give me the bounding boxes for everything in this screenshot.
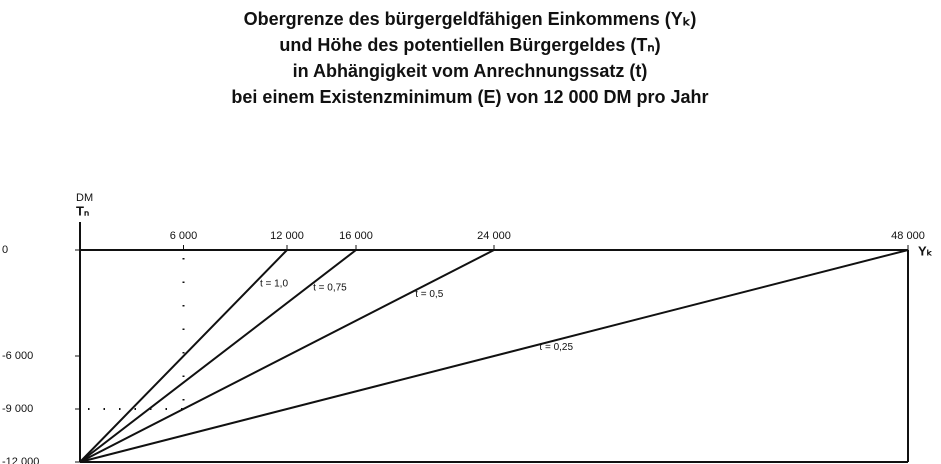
line-label: t = 0,5 [415, 289, 444, 300]
chart-title: bei einem Existenzminimum (E) von 12 000… [231, 87, 708, 107]
line-label: t = 1,0 [260, 278, 289, 289]
line [79, 249, 357, 463]
y-tick-label: -9 000 [2, 403, 33, 415]
line-label: t = 0,75 [313, 283, 347, 294]
x-tick-label: 24 000 [477, 230, 511, 242]
y-tick-label: -6 000 [2, 350, 33, 362]
x-tick-label: 12 000 [270, 230, 304, 242]
x-tick-label: 16 000 [339, 230, 373, 242]
chart-title: in Abhängigkeit vom Anrechnungssatz (t) [293, 61, 648, 81]
x-tick-label: 48 000 [891, 230, 925, 242]
line [79, 249, 288, 463]
line [79, 249, 909, 463]
x-axis-label: Yₖ [918, 243, 933, 258]
chart-title: und Höhe des potentiellen Bürgergeldes (… [279, 35, 660, 55]
chart-title: Obergrenze des bürgergeldfähigen Einkomm… [244, 9, 697, 29]
y-axis-label: Tₙ [76, 203, 89, 218]
line-label: t = 0,25 [539, 342, 573, 353]
y-tick-label: 0 [2, 244, 8, 256]
y-axis-label: DM [76, 192, 93, 204]
x-tick-label: 6 000 [170, 230, 198, 242]
line [79, 249, 495, 463]
y-tick-label: -12 000 [2, 456, 39, 464]
